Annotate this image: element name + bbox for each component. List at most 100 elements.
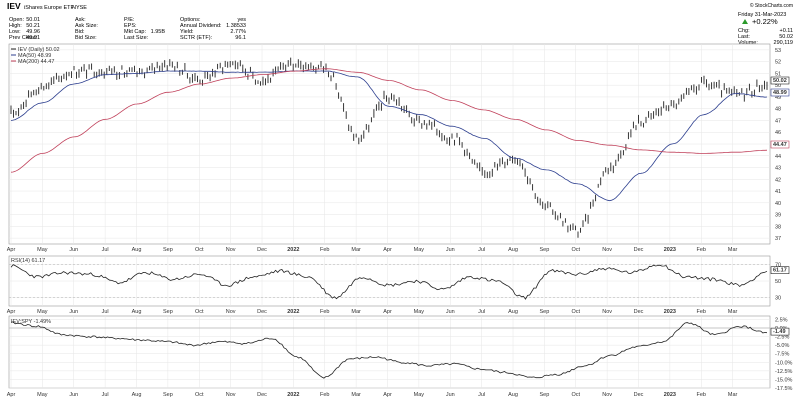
price-panel: 3738394041424344454647484950515253IEV (D… bbox=[8, 43, 790, 245]
header-quote: Friday 31-Mar-2023 +0.22% bbox=[738, 12, 786, 26]
stat-label: Annual Dividend: bbox=[180, 23, 222, 29]
stat-label: Open: bbox=[9, 17, 24, 23]
x-tick-label: Apr bbox=[383, 247, 392, 253]
y-tick-label: -12.5% bbox=[775, 369, 793, 375]
exchange-label: NYSE bbox=[72, 5, 87, 11]
stat-value: +0.11 bbox=[779, 28, 793, 34]
stat-value: 1.95B bbox=[151, 29, 166, 35]
x-tick-label: Aug bbox=[132, 392, 142, 398]
x-tick-label: 2023 bbox=[664, 392, 676, 398]
x-tick-label: Aug bbox=[508, 309, 518, 315]
y-tick-label: -10.0% bbox=[775, 360, 793, 366]
change-percent: +0.22% bbox=[752, 17, 778, 26]
quote-date: Friday 31-Mar-2023 bbox=[738, 12, 786, 18]
x-tick-label: Feb bbox=[697, 392, 706, 398]
panel-frame bbox=[8, 315, 771, 389]
up-triangle-icon bbox=[742, 19, 748, 24]
rsi-legend: RSI(14) 61.17 bbox=[11, 258, 45, 264]
x-tick-label: Nov bbox=[226, 309, 236, 315]
x-tick-label: Oct bbox=[195, 309, 204, 315]
x-tick-label: Mar bbox=[728, 392, 738, 398]
x-tick-label: Dec bbox=[634, 309, 644, 315]
watermark: © StockCharts.com bbox=[750, 2, 793, 9]
stat-value: 96.1 bbox=[235, 35, 246, 41]
stat-label: Low: bbox=[9, 29, 21, 35]
y-tick-label: 50 bbox=[775, 83, 781, 89]
ticker-symbol: IEV bbox=[7, 1, 21, 11]
rsi-panel: 30 50 70 RSI(14) 61.17 61.17 bbox=[8, 255, 790, 307]
last-value-tag bbox=[770, 140, 790, 149]
y-tick-label: 46 bbox=[775, 130, 781, 136]
x-tick-label: May bbox=[37, 247, 48, 253]
last-value-label: 50.02 bbox=[773, 78, 787, 84]
x-tick-label: Feb bbox=[697, 247, 706, 253]
stat-label: Ask: bbox=[75, 17, 86, 23]
x-tick-label: Mar bbox=[351, 247, 361, 253]
x-tick-label: 2023 bbox=[664, 247, 676, 253]
ma50-line bbox=[10, 70, 768, 202]
y-tick-label: 49 bbox=[775, 95, 781, 101]
y-tick-label: -15.0% bbox=[775, 377, 793, 383]
y-tick-label: 44 bbox=[775, 154, 781, 160]
y-tick-label: -17.5% bbox=[775, 386, 793, 392]
ratio-legend: IEV:SPY -1.49% bbox=[11, 319, 51, 325]
stat-label: Yield: bbox=[180, 29, 194, 35]
stat-label: Last: bbox=[738, 34, 750, 40]
y-tick-label: 40 bbox=[775, 201, 781, 207]
x-tick-label: Aug bbox=[508, 247, 518, 253]
relative-strength-panel: 2.5%0.0%-2.5%-5.0%-7.5%-10.0%-12.5%-15.0… bbox=[8, 315, 793, 392]
last-value-label: 48.99 bbox=[773, 90, 787, 96]
y-tick-label: 2.5% bbox=[775, 317, 788, 323]
y-tick-label: 37 bbox=[775, 236, 781, 242]
x-tick-label: 2022 bbox=[287, 247, 299, 253]
y-tick-label: -2.5% bbox=[775, 335, 789, 341]
x-tick-label: Apr bbox=[383, 392, 392, 398]
x-tick-label: Feb bbox=[320, 392, 329, 398]
x-tick-label: May bbox=[414, 309, 425, 315]
stat-value: 1.38533 bbox=[226, 23, 246, 29]
x-tick-label: Nov bbox=[226, 392, 236, 398]
stat-value: 50.21 bbox=[26, 23, 40, 29]
x-tick-label: Mar bbox=[351, 309, 361, 315]
x-tick-label: Nov bbox=[602, 247, 612, 253]
x-tick-label: Jul bbox=[102, 309, 109, 315]
x-tick-label: Jun bbox=[446, 392, 455, 398]
x-tick-label: Mar bbox=[728, 247, 738, 253]
x-tick-label: Dec bbox=[634, 392, 644, 398]
x-tick-label: May bbox=[37, 309, 48, 315]
last-value-label: 61.17 bbox=[773, 268, 787, 274]
x-tick-label: May bbox=[37, 392, 48, 398]
x-tick-label: Aug bbox=[132, 247, 142, 253]
y-tick-label: 47 bbox=[775, 118, 781, 124]
x-tick-label: Aug bbox=[508, 392, 518, 398]
y-tick-label: 52 bbox=[775, 60, 781, 66]
stat-label: Ask Size: bbox=[75, 23, 98, 29]
x-tick-label: Sep bbox=[163, 392, 173, 398]
x-tick-label: Jul bbox=[478, 309, 485, 315]
y-tick-label: 50 bbox=[775, 279, 781, 285]
y-tick-label: 41 bbox=[775, 189, 781, 195]
stat-label: Volume: bbox=[738, 40, 758, 46]
x-tick-label: Feb bbox=[320, 309, 329, 315]
y-tick-label: 70 bbox=[775, 262, 781, 268]
legend-entry: IEV (Daily) 50.02 bbox=[18, 47, 60, 53]
ma200-line bbox=[10, 68, 768, 173]
y-tick-label: 38 bbox=[775, 224, 781, 230]
stat-label: EPS: bbox=[124, 23, 137, 29]
y-tick-label: 30 bbox=[775, 296, 781, 302]
stat-value: 49.91 bbox=[26, 35, 40, 41]
x-tick-label: Feb bbox=[697, 309, 706, 315]
y-tick-label: 43 bbox=[775, 166, 781, 172]
stat-value: 2.77% bbox=[230, 29, 246, 35]
legend-entry: MA(200) 44.47 bbox=[18, 59, 54, 65]
x-tick-label: Apr bbox=[7, 392, 16, 398]
x-tick-label: Jul bbox=[102, 247, 109, 253]
x-tick-label: Sep bbox=[163, 247, 173, 253]
x-tick-label: Oct bbox=[571, 247, 580, 253]
x-tick-label: Sep bbox=[539, 247, 549, 253]
stat-value: yes bbox=[237, 17, 246, 23]
header: IEV iShares Europe ETF NYSE © StockChart… bbox=[7, 1, 793, 11]
ratio-line bbox=[10, 321, 768, 379]
